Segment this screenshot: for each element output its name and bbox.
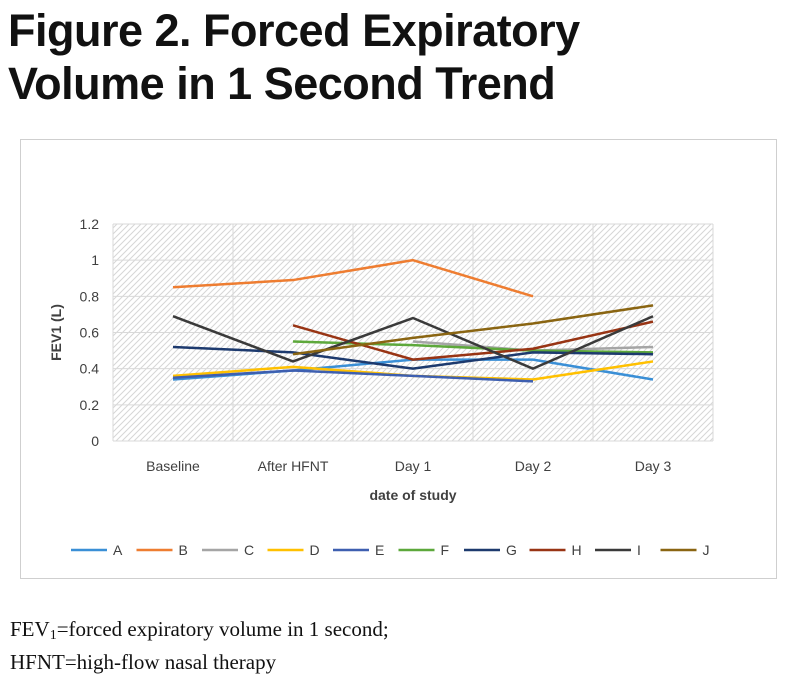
figure-footnote: FEV1=forced expiratory volume in 1 secon… bbox=[10, 616, 790, 675]
legend-label: F bbox=[441, 542, 450, 558]
y-tick-label: 1 bbox=[91, 252, 99, 268]
fev1-line-chart: 0 0.2 0.4 0.6 0.8 1 1.2 Baseline After HFNT Day … bbox=[48, 216, 714, 558]
y-tick-label: 1.2 bbox=[80, 216, 100, 232]
series-b bbox=[172, 258, 534, 298]
legend-label: J bbox=[703, 542, 710, 558]
footnote-line-1: FEV1=forced expiratory volume in 1 secon… bbox=[10, 616, 790, 649]
y-tick-label: 0 bbox=[91, 433, 99, 449]
legend-item-j: J bbox=[660, 542, 710, 558]
legend-item-d: D bbox=[267, 542, 320, 558]
footnote-line-2: HFNT=high-flow nasal therapy bbox=[10, 650, 277, 674]
y-tick-label: 0.4 bbox=[80, 361, 100, 377]
x-tick-label: Day 3 bbox=[635, 458, 672, 474]
x-tick-label: After HFNT bbox=[258, 458, 329, 474]
x-tick-label: Baseline bbox=[146, 458, 200, 474]
legend-label: A bbox=[113, 542, 123, 558]
footnote-fev-subscript: 1 bbox=[49, 628, 57, 643]
x-tick-label: Day 2 bbox=[515, 458, 552, 474]
x-tick-label: Day 1 bbox=[395, 458, 432, 474]
series-j bbox=[292, 304, 654, 356]
chart-frame: 0 0.2 0.4 0.6 0.8 1 1.2 Baseline After HFNT Day … bbox=[20, 139, 777, 579]
legend-label: C bbox=[244, 542, 254, 558]
legend-item-e: E bbox=[333, 542, 384, 558]
legend-item-h: H bbox=[529, 542, 582, 558]
series-line-j bbox=[292, 304, 654, 356]
series-line-b bbox=[172, 258, 534, 298]
legend-item-f: F bbox=[398, 542, 450, 558]
legend-label: H bbox=[572, 542, 582, 558]
y-tick-label: 0.8 bbox=[80, 288, 100, 304]
figure-title-line-1: Figure 2. Forced Expiratory bbox=[8, 5, 580, 56]
series-line-e bbox=[172, 369, 534, 383]
y-axis-label: FEV1 (L) bbox=[48, 304, 64, 361]
series-i bbox=[172, 315, 654, 370]
series-g bbox=[172, 345, 654, 370]
legend-label: I bbox=[637, 542, 641, 558]
series-e bbox=[172, 369, 534, 383]
series-line-h bbox=[292, 320, 654, 361]
series-h bbox=[292, 320, 654, 361]
legend-label: B bbox=[179, 542, 188, 558]
x-axis-label: date of study bbox=[369, 487, 456, 503]
series-line-g bbox=[172, 345, 654, 370]
footnote-fev: FEV bbox=[10, 617, 50, 641]
footnote-fev-definition: =forced expiratory volume in 1 second; bbox=[56, 617, 389, 641]
legend-item-a: A bbox=[71, 542, 123, 558]
y-tick-label: 0.2 bbox=[80, 397, 100, 413]
legend-item-c: C bbox=[202, 542, 254, 558]
figure-title: Figure 2. Forced Expiratory Volume in 1 … bbox=[8, 4, 788, 110]
legend-label: E bbox=[375, 542, 384, 558]
legend-label: G bbox=[506, 542, 517, 558]
figure-title-line-2: Volume in 1 Second Trend bbox=[8, 58, 556, 109]
legend-item-b: B bbox=[136, 542, 188, 558]
series-line-i bbox=[172, 315, 654, 370]
legend-item-i: I bbox=[595, 542, 641, 558]
legend-item-g: G bbox=[464, 542, 517, 558]
legend-label: D bbox=[310, 542, 320, 558]
y-tick-label: 0.6 bbox=[80, 325, 100, 341]
